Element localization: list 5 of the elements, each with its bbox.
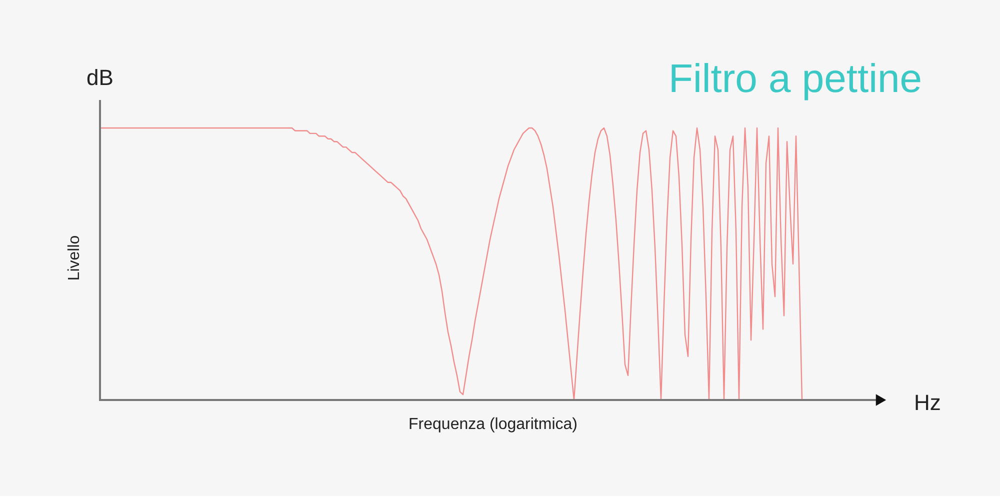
y-axis-title: Livello	[66, 235, 83, 281]
text: Hz	[914, 390, 941, 415]
x-axis-title: Frequenza (logaritmica)	[408, 416, 578, 433]
text: dB	[86, 65, 114, 90]
chart-title: Filtro a pettine	[668, 57, 922, 101]
